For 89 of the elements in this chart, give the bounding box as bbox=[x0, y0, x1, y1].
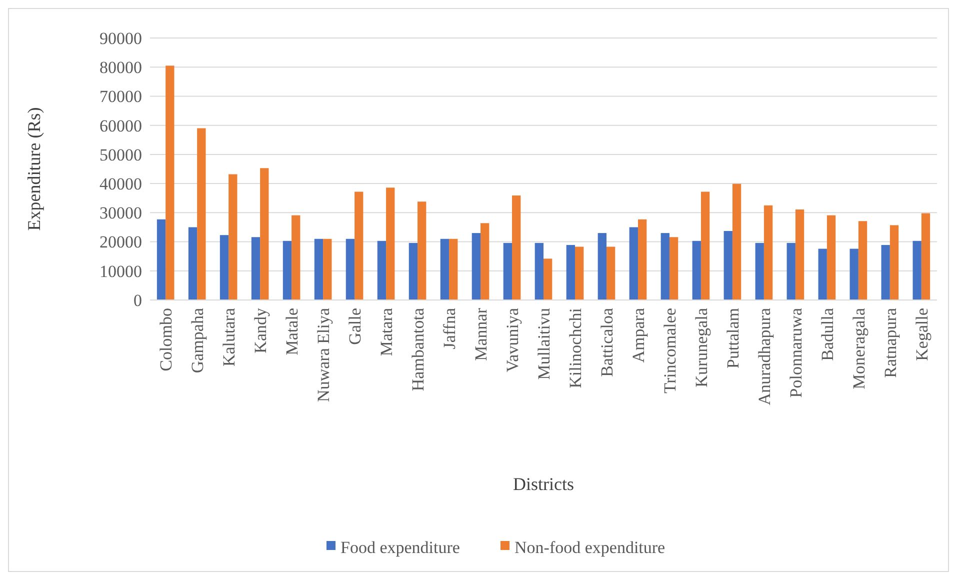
x-tick-label: Gampaha bbox=[188, 308, 208, 374]
bar bbox=[440, 238, 450, 300]
bar bbox=[818, 248, 827, 300]
x-tick-label: Trincomalee bbox=[660, 308, 680, 394]
x-axis-title: Districts bbox=[513, 474, 574, 494]
x-tick-label: Moneragala bbox=[849, 308, 868, 390]
bar bbox=[377, 240, 386, 300]
bar bbox=[921, 213, 930, 300]
bar bbox=[795, 209, 804, 300]
bar bbox=[660, 233, 670, 300]
x-tick-label: Mannar bbox=[471, 308, 490, 361]
bar bbox=[197, 128, 206, 300]
bar bbox=[346, 238, 355, 300]
y-tick-label: 80000 bbox=[100, 58, 142, 78]
x-tick-label: Kegalle bbox=[912, 308, 932, 361]
bar bbox=[166, 66, 174, 300]
bar bbox=[512, 195, 521, 300]
x-tick-label: Kandy bbox=[251, 308, 270, 354]
bar bbox=[755, 242, 764, 300]
bar bbox=[292, 215, 300, 300]
bar bbox=[418, 202, 426, 300]
y-tick-label: 40000 bbox=[100, 174, 142, 194]
bar bbox=[598, 233, 606, 300]
x-tick-label: Vavuniya bbox=[502, 308, 522, 372]
bar bbox=[544, 258, 552, 300]
bar bbox=[480, 223, 490, 300]
bar bbox=[786, 242, 796, 300]
bar bbox=[156, 219, 166, 300]
x-tick-label: Badulla bbox=[818, 308, 837, 361]
y-tick-label: 10000 bbox=[100, 262, 142, 281]
bar bbox=[629, 227, 638, 300]
bar bbox=[188, 227, 198, 300]
bar bbox=[912, 240, 922, 300]
x-tick-label: Jaffna bbox=[440, 308, 459, 350]
bar bbox=[850, 248, 858, 300]
bar bbox=[606, 246, 616, 300]
bar bbox=[220, 235, 229, 300]
bar bbox=[251, 237, 260, 300]
bar bbox=[314, 238, 324, 300]
x-tick-label: Mullaitivu bbox=[534, 308, 554, 380]
x-tick-label: Ampara bbox=[628, 308, 648, 363]
x-tick-label: Polonnaruwa bbox=[786, 308, 806, 398]
bar bbox=[503, 242, 512, 300]
x-tick-label: Nuwara Eliya bbox=[314, 308, 333, 402]
bar bbox=[669, 237, 678, 300]
bar bbox=[724, 231, 732, 300]
bar bbox=[732, 184, 742, 300]
bar bbox=[700, 192, 710, 300]
y-tick-label: 50000 bbox=[100, 145, 142, 164]
x-tick-label: Ratnapura bbox=[880, 308, 900, 378]
bar bbox=[881, 244, 890, 300]
bar bbox=[764, 205, 773, 300]
x-tick-label: Batticaloa bbox=[597, 308, 616, 377]
bar bbox=[858, 221, 868, 300]
y-tick-label: 60000 bbox=[100, 116, 142, 136]
bar bbox=[282, 240, 292, 300]
y-tick-label: 70000 bbox=[100, 87, 142, 106]
bar bbox=[472, 233, 481, 300]
x-tick-label: Hambantota bbox=[408, 308, 428, 392]
x-tick-label: Anuradhapura bbox=[754, 308, 774, 406]
bar bbox=[638, 219, 647, 300]
bar bbox=[574, 246, 584, 300]
x-tick-label: Matale bbox=[282, 308, 302, 356]
y-tick-label: 20000 bbox=[100, 232, 142, 252]
x-tick-label: Kurunegala bbox=[692, 308, 711, 388]
bar bbox=[386, 188, 395, 300]
bar bbox=[826, 215, 836, 300]
bar bbox=[260, 168, 269, 300]
legend-label: Non-food expenditure bbox=[514, 538, 666, 557]
y-tick-label: 30000 bbox=[100, 204, 142, 223]
x-tick-label: Galle bbox=[345, 308, 364, 345]
bar bbox=[354, 192, 364, 300]
x-tick-label: Matara bbox=[376, 308, 396, 356]
bar bbox=[692, 240, 701, 300]
y-tick-label: 0 bbox=[134, 290, 142, 310]
bar bbox=[408, 242, 418, 300]
x-tick-label: Puttalam bbox=[723, 308, 742, 368]
x-tick-label: Colombo bbox=[156, 308, 176, 372]
bar bbox=[323, 238, 332, 300]
bar bbox=[890, 225, 899, 300]
bar bbox=[228, 174, 238, 300]
legend-label: Food expenditure bbox=[340, 538, 460, 557]
y-tick-label: 90000 bbox=[100, 28, 142, 48]
bar bbox=[534, 242, 544, 300]
y-axis-title: Expenditure (Rs) bbox=[24, 107, 44, 231]
x-tick-label: Kalutara bbox=[220, 308, 239, 367]
x-tick-label: Kilinochchi bbox=[566, 308, 585, 388]
bar bbox=[449, 238, 458, 300]
bar bbox=[566, 244, 575, 300]
